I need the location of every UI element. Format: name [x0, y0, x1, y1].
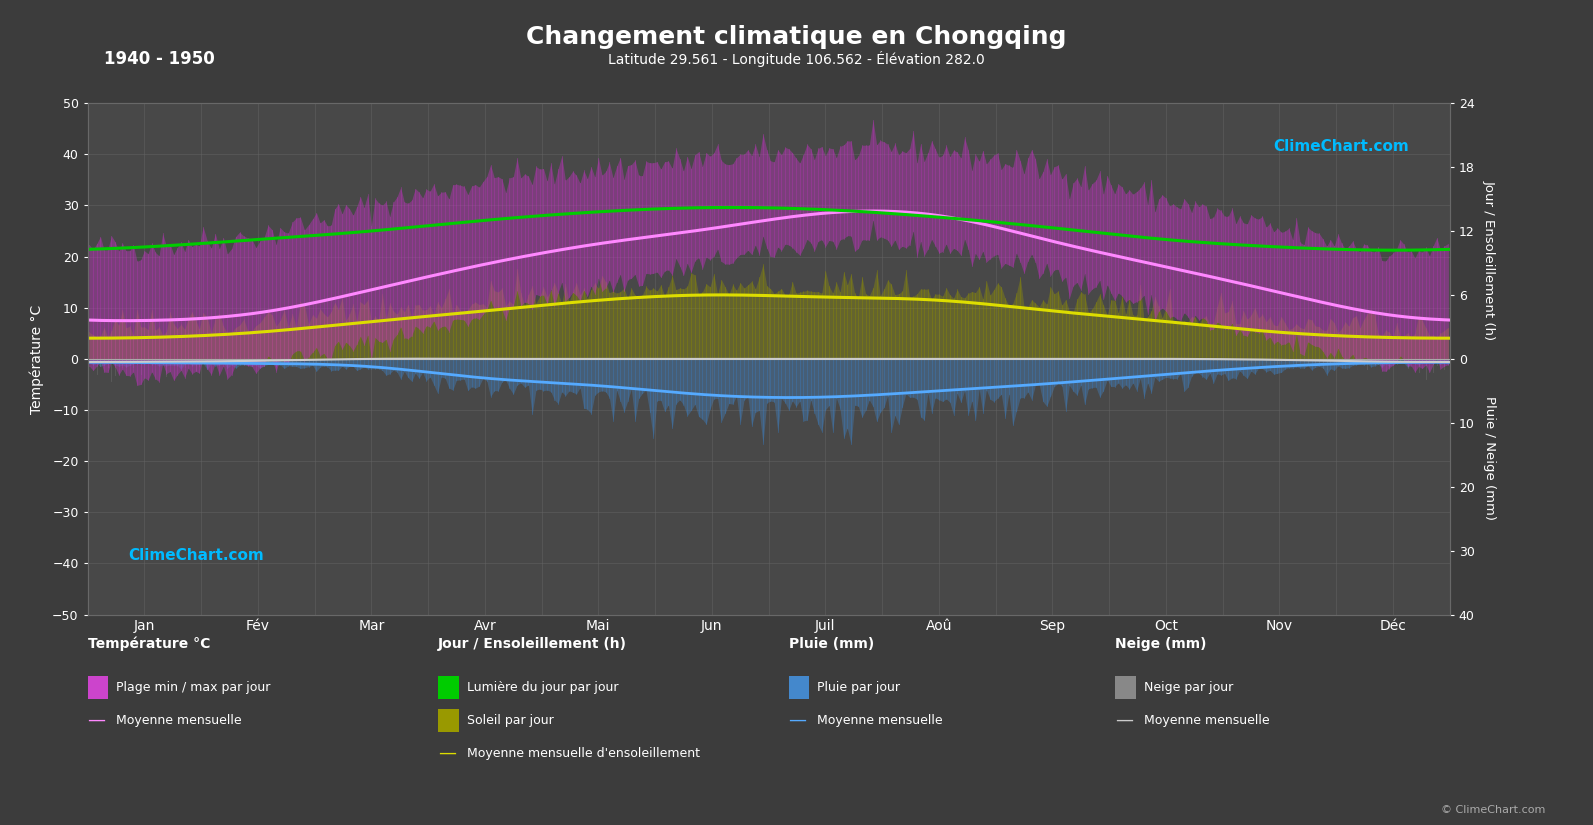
- Text: Neige (mm): Neige (mm): [1115, 637, 1206, 651]
- Text: Lumière du jour par jour: Lumière du jour par jour: [467, 681, 618, 694]
- Text: Changement climatique en Chongqing: Changement climatique en Chongqing: [526, 25, 1067, 50]
- Text: Moyenne mensuelle: Moyenne mensuelle: [116, 714, 242, 727]
- Text: Latitude 29.561 - Longitude 106.562 - Élévation 282.0: Latitude 29.561 - Longitude 106.562 - Él…: [609, 51, 984, 68]
- Text: Moyenne mensuelle: Moyenne mensuelle: [817, 714, 943, 727]
- Text: Plage min / max par jour: Plage min / max par jour: [116, 681, 271, 694]
- Text: Pluie / Neige (mm): Pluie / Neige (mm): [1483, 396, 1496, 520]
- Text: © ClimeChart.com: © ClimeChart.com: [1440, 805, 1545, 815]
- Text: Jour / Ensoleillement (h): Jour / Ensoleillement (h): [1483, 180, 1496, 340]
- Text: —: —: [88, 711, 105, 729]
- Text: Moyenne mensuelle: Moyenne mensuelle: [1144, 714, 1270, 727]
- Text: Moyenne mensuelle d'ensoleillement: Moyenne mensuelle d'ensoleillement: [467, 747, 699, 760]
- Text: —: —: [1115, 711, 1133, 729]
- Text: —: —: [438, 744, 456, 762]
- Text: —: —: [789, 711, 806, 729]
- Text: Soleil par jour: Soleil par jour: [467, 714, 553, 727]
- Text: ClimeChart.com: ClimeChart.com: [1273, 139, 1408, 154]
- Text: Neige par jour: Neige par jour: [1144, 681, 1233, 694]
- Text: 1940 - 1950: 1940 - 1950: [104, 50, 215, 68]
- Y-axis label: Température °C: Température °C: [29, 304, 43, 413]
- Text: Jour / Ensoleillement (h): Jour / Ensoleillement (h): [438, 637, 628, 651]
- Text: Température °C: Température °C: [88, 636, 210, 651]
- Text: Pluie par jour: Pluie par jour: [817, 681, 900, 694]
- Text: Pluie (mm): Pluie (mm): [789, 637, 875, 651]
- Text: ClimeChart.com: ClimeChart.com: [129, 548, 264, 563]
